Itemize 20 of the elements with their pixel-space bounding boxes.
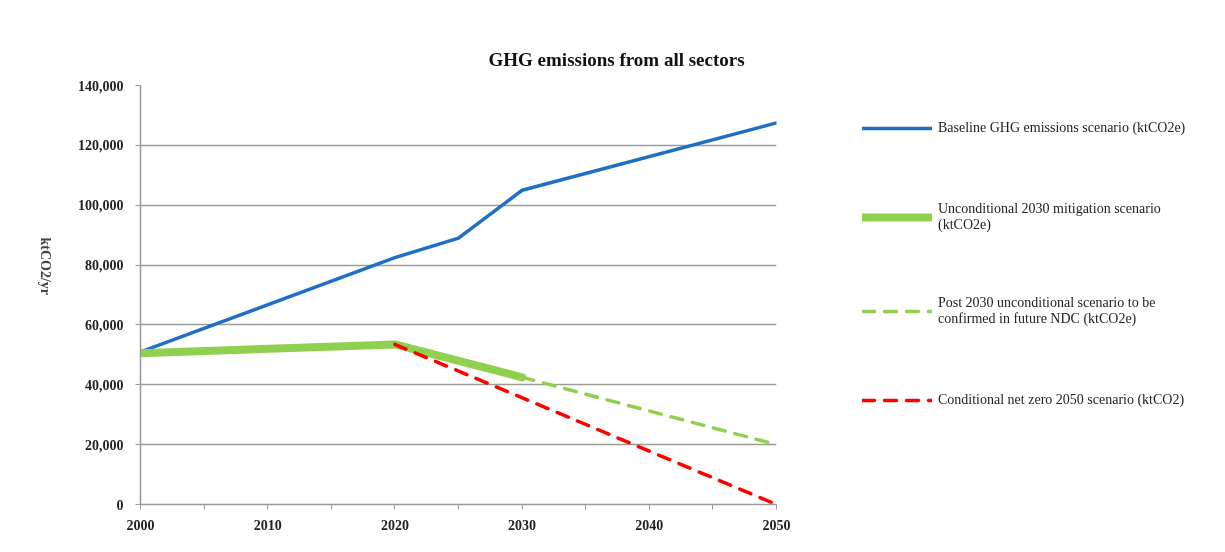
legend-label: Baseline GHG emissions scenario (ktCO2e)	[938, 120, 1186, 136]
legend-label: Post 2030 unconditional scenario to be confirmed in future NDC (ktCO2e)	[938, 295, 1156, 327]
x-tick-label: 2020	[380, 517, 409, 533]
x-tick-label: 2000	[126, 517, 155, 533]
y-tick-label: 100,000	[78, 198, 124, 214]
y-tick-label: 60,000	[85, 317, 124, 333]
x-tick-label: 2010	[253, 517, 282, 533]
chart-title: GHG emissions from all sectors	[488, 48, 745, 70]
legend-label: Conditional net zero 2050 scenario (ktCO2)	[938, 392, 1185, 408]
y-tick-label: 20,000	[85, 437, 124, 453]
legend-label: Unconditional 2030 mitigation scenario (ktCO2e)	[938, 201, 1161, 233]
y-tick-label: 120,000	[78, 138, 124, 154]
y-tick-label: 40,000	[85, 377, 124, 393]
y-tick-label: 140,000	[78, 78, 124, 94]
x-tick-label: 2040	[635, 517, 664, 533]
y-tick-label: 0	[116, 497, 124, 513]
y-tick-label: 80,000	[85, 258, 124, 274]
y-axis-title: ktCO2/yr	[37, 237, 53, 296]
x-tick-label: 2050	[762, 517, 791, 533]
x-tick-label: 2030	[508, 517, 537, 533]
